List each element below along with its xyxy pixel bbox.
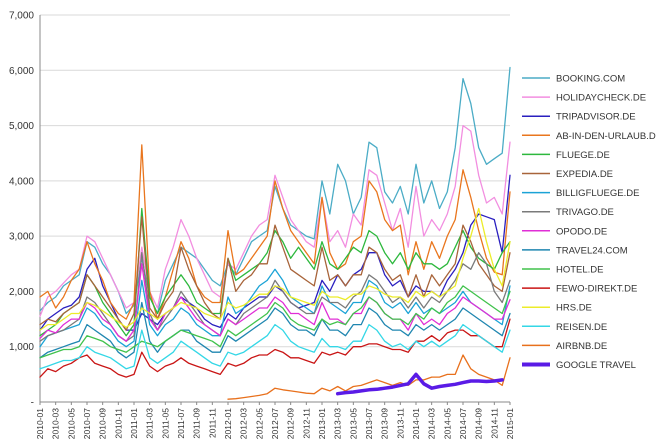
legend-item-fewo-direkt-de: FEWO-DIREKT.DE — [522, 284, 637, 295]
y-tick-label: 1,000 — [9, 342, 34, 353]
legend-item-expedia-de: EXPEDIA.DE — [522, 169, 613, 180]
series-lines — [39, 66, 511, 400]
legend-label: GOOGLE TRAVEL — [556, 360, 636, 371]
series-line-reisen-de — [39, 323, 511, 370]
y-axis-ticks: - 1,000 2,000 3,000 4,000 5,000 6,000 7,000 — [9, 11, 34, 409]
legend-item-trivago-de: TRIVAGO.DE — [522, 207, 614, 218]
x-tick-label: 2010-11 — [113, 408, 123, 439]
legend-item-opodo-de: OPODO.DE — [522, 226, 607, 237]
legend-label: TRIVAGO.DE — [556, 207, 614, 218]
legend-item-tripadvisor-de: TRIPADVISOR.DE — [522, 112, 636, 123]
x-tick-label: 2010-05 — [66, 408, 76, 439]
x-tick-label: 2014-05 — [442, 408, 452, 439]
series-line-hotel-de — [39, 285, 511, 359]
legend-label: FEWO-DIREKT.DE — [556, 284, 637, 295]
x-tick-label: 2012-09 — [286, 408, 296, 439]
legend-item-fluege-de: FLUEGE.DE — [522, 150, 610, 161]
x-tick-label: 2013-09 — [380, 408, 390, 439]
legend-label: OPODO.DE — [556, 226, 607, 237]
legend-item-hotel-de: HOTEL.DE — [522, 265, 604, 276]
x-tick-label: 2013-07 — [364, 408, 374, 439]
legend-item-billigfluege-de: BILLIGFLUEGE.DE — [522, 188, 639, 199]
y-tick-label: 3,000 — [9, 232, 34, 243]
y-tick-label: 7,000 — [9, 11, 34, 22]
legend-label: AB-IN-DEN-URLAUB.DE — [556, 131, 656, 142]
legend-label: FLUEGE.DE — [556, 150, 610, 161]
legend-label: REISEN.DE — [556, 322, 607, 333]
legend-item-booking-com: BOOKING.COM — [522, 74, 625, 85]
x-tick-label: 2011-09 — [192, 408, 202, 439]
x-tick-label: 2012-11 — [301, 408, 311, 439]
x-tick-label: 2013-03 — [333, 408, 343, 439]
legend-label: TRAVEL24.COM — [556, 245, 628, 256]
x-tick-label: 2010-09 — [98, 408, 108, 439]
x-tick-label: 2011-11 — [207, 408, 217, 438]
series-line-expedia-de — [39, 216, 511, 331]
series-line-holidaycheck-de — [39, 124, 511, 317]
y-tick-label: 2,000 — [9, 287, 34, 298]
y-tick-label: 4,000 — [9, 176, 34, 187]
x-tick-label: 2011-03 — [145, 408, 155, 439]
x-tick-label: 2014-09 — [474, 408, 484, 439]
legend-label: TRIPADVISOR.DE — [556, 112, 636, 123]
legend-item-travel24-com: TRAVEL24.COM — [522, 245, 628, 256]
legend-item-holidaycheck-de: HOLIDAYCHECK.DE — [522, 93, 646, 104]
x-tick-label: 2011-07 — [176, 408, 186, 439]
series-line-airbnb-de — [227, 354, 511, 400]
legend-item-reisen-de: REISEN.DE — [522, 322, 607, 333]
legend-label: BILLIGFLUEGE.DE — [556, 188, 639, 199]
legend-label: HRS.DE — [556, 303, 592, 314]
legend: BOOKING.COM HOLIDAYCHECK.DE TRIPADVISOR.DE… — [522, 74, 656, 371]
series-line-fewo-direkt-de — [39, 318, 511, 378]
legend-label: EXPEDIA.DE — [556, 169, 613, 180]
y-tick-label: 5,000 — [9, 121, 34, 132]
x-tick-label: 2013-11 — [395, 408, 405, 439]
x-tick-label: 2014-03 — [427, 408, 437, 439]
legend-item-hrs-de: HRS.DE — [522, 303, 592, 314]
legend-item-airbnb-de: AIRBNB.DE — [522, 341, 607, 352]
x-tick-label: 2010-01 — [35, 408, 45, 439]
x-tick-label: 2012-05 — [254, 408, 264, 439]
legend-label: BOOKING.COM — [556, 74, 625, 85]
series-line-ab-in-den-urlaub-de — [39, 144, 511, 320]
x-tick-label: 2014-11 — [489, 408, 499, 439]
x-tick-label: 2013-05 — [348, 408, 358, 439]
x-tick-label: 2012-07 — [270, 408, 280, 439]
legend-item-ab-in-den-urlaub-de: AB-IN-DEN-URLAUB.DE — [522, 131, 656, 142]
y-tick-label: - — [31, 398, 34, 409]
series-line-google-travel — [335, 372, 504, 396]
legend-item-google-travel: GOOGLE TRAVEL — [522, 360, 636, 371]
legend-label: AIRBNB.DE — [556, 341, 607, 352]
x-tick-label: 2015-01 — [505, 408, 515, 439]
x-tick-label: 2012-01 — [223, 408, 233, 439]
x-tick-label: 2010-07 — [82, 408, 92, 439]
series-line-booking-com — [39, 66, 511, 315]
series-line-hrs-de — [39, 207, 511, 331]
series-line-fluege-de — [39, 207, 511, 337]
legend-label: HOLIDAYCHECK.DE — [556, 93, 646, 104]
x-tick-label: 2010-03 — [51, 408, 61, 439]
series-line-travel24-com — [39, 301, 511, 359]
series-line-opodo-de — [39, 263, 511, 342]
x-tick-label: 2013-01 — [317, 408, 327, 439]
legend-label: HOTEL.DE — [556, 265, 604, 276]
y-tick-label: 6,000 — [9, 66, 34, 77]
x-tick-label: 2011-05 — [160, 408, 170, 439]
x-axis-ticks: 2010-01 2010-03 2010-05 2010-07 2010-09 2010-… — [35, 402, 515, 439]
x-tick-label: 2011-01 — [129, 408, 139, 439]
x-tick-label: 2012-03 — [239, 408, 249, 439]
x-tick-label: 2014-07 — [458, 408, 468, 439]
x-tick-label: 2014-01 — [411, 408, 421, 439]
